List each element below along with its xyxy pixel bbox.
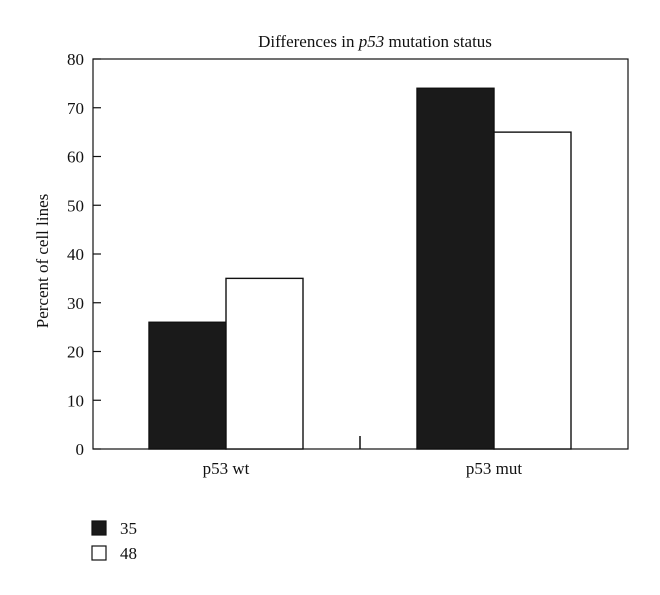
legend-swatch-35 xyxy=(91,520,107,536)
y-tick-label: 10 xyxy=(67,391,84,410)
x-tick-label: p53 wt xyxy=(203,459,250,478)
bar-p53-wt-series-35 xyxy=(148,321,227,450)
bars xyxy=(148,87,572,450)
bar-p53-mut-series-35 xyxy=(416,87,495,450)
x-tick-label: p53 mut xyxy=(466,459,522,478)
legend-swatch-48 xyxy=(91,545,107,561)
y-axis-label: Percent of cell lines xyxy=(33,194,52,329)
y-tick-label: 80 xyxy=(67,50,84,69)
y-tick-label: 70 xyxy=(67,99,84,118)
y-tick-label: 0 xyxy=(76,440,85,459)
bar-p53-wt-series-48 xyxy=(225,277,304,450)
y-tick-label: 30 xyxy=(67,294,84,313)
legend-label-48: 48 xyxy=(120,544,137,563)
y-tick-label: 40 xyxy=(67,245,84,264)
y-tick-label: 50 xyxy=(67,196,84,215)
y-tick-label: 20 xyxy=(67,343,84,362)
bar-p53-mut-series-48 xyxy=(493,131,572,450)
chart-title: Differences in p53 mutation status xyxy=(258,32,492,51)
x-axis-labels: p53 wt p53 mut xyxy=(203,459,523,478)
y-axis-ticks: 0 10 20 30 40 50 60 70 80 xyxy=(67,50,101,459)
legend-label-35: 35 xyxy=(120,519,137,538)
y-tick-label: 60 xyxy=(67,148,84,167)
